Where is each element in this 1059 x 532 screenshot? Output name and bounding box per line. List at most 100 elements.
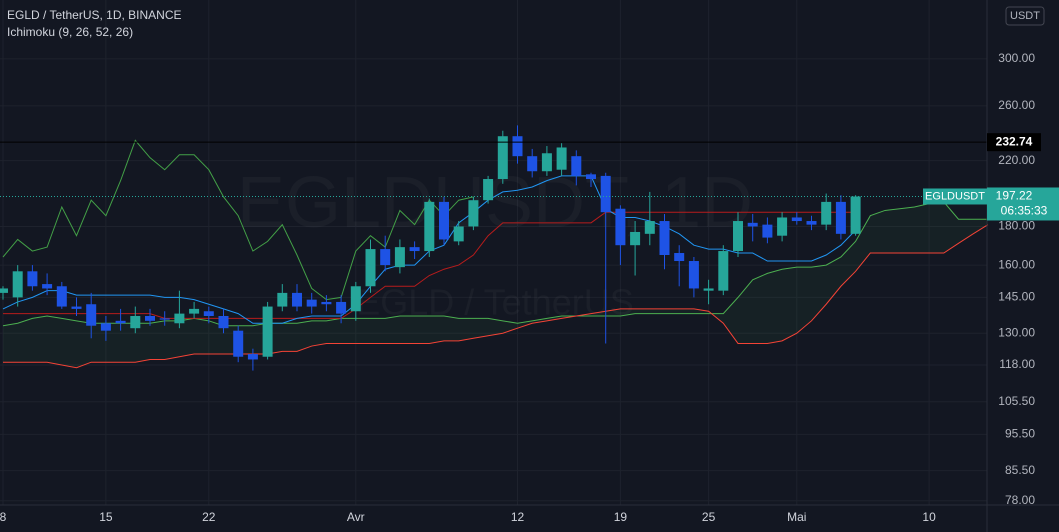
candle-body (115, 320, 126, 324)
ichimoku-lagging (2, 139, 474, 301)
candle-body (247, 354, 258, 360)
candle-body (762, 224, 773, 238)
x-tick-label: 25 (702, 510, 716, 524)
x-tick-label: Avr (347, 510, 365, 524)
candle-body (218, 316, 229, 329)
y-tick-label: 180.00 (998, 219, 1035, 233)
candle-body (556, 147, 567, 170)
candle-body (365, 249, 376, 287)
candle-body (453, 226, 464, 242)
last-price-label: 197.22 (996, 189, 1033, 203)
candle-body (468, 200, 479, 227)
candle-body (233, 330, 244, 357)
candle-body (630, 231, 641, 246)
candle-body (718, 251, 729, 291)
last-price-box (987, 187, 1059, 221)
candle-body (409, 247, 420, 252)
candle-body (644, 221, 655, 234)
candle-body (203, 311, 214, 317)
watermark: EGLDUSDT, 1D (237, 163, 753, 243)
candle-body (791, 217, 802, 222)
axis-labels: 300.00 260.00 220.00 180.00 160.00 145.00 130.… (0, 51, 1059, 524)
candle-body (321, 301, 332, 305)
y-tick-label: 95.50 (1005, 427, 1035, 441)
x-tick-label: 19 (614, 510, 628, 524)
candle-body (394, 247, 405, 268)
candle-body (777, 217, 788, 236)
y-tick-label: 118.00 (999, 357, 1035, 371)
candle-body (159, 318, 170, 320)
ichimoku-span-b (3, 224, 989, 369)
candle-body (586, 174, 596, 180)
candle-body (12, 271, 23, 298)
symbol-box (923, 188, 987, 205)
candle-body (42, 284, 53, 289)
candle-body (56, 286, 67, 307)
candle-body (130, 316, 141, 329)
indicator-label: Ichimoku (9, 26, 52, 26) (7, 25, 133, 39)
candle-body (688, 261, 699, 289)
y-tick-label: 105.50 (998, 394, 1035, 408)
candle-body (145, 316, 155, 321)
currency-label[interactable]: USDT (1010, 10, 1040, 22)
currency-button[interactable] (1005, 6, 1045, 26)
candle-body (71, 306, 82, 309)
x-tick-label: 15 (99, 510, 113, 524)
candle-body (747, 222, 758, 227)
x-tick-label: Mai (787, 510, 806, 524)
candle-body (292, 292, 302, 307)
x-tick-label: 10 (922, 510, 936, 524)
y-tick-label: 220.00 (998, 153, 1035, 167)
candle-body (336, 301, 347, 314)
candle-body (189, 308, 200, 314)
candle-body (350, 286, 361, 312)
x-tick-label: 8 (0, 510, 7, 524)
candle-body (541, 153, 552, 172)
candle-body (659, 221, 670, 255)
candle-body (306, 299, 317, 307)
y-tick-label: 160.00 (998, 257, 1035, 271)
candle-body (424, 201, 435, 252)
candle-body (835, 201, 846, 234)
candle-body (483, 179, 494, 201)
y-tick-label: 260.00 (998, 98, 1035, 112)
y-tick-label: 300.00 (998, 51, 1035, 65)
y-tick-label: 145.00 (998, 290, 1035, 304)
symbol-label: EGLDUSDT (925, 190, 985, 202)
ichimoku-span-a (2, 201, 988, 327)
y-tick-label: 130.00 (998, 325, 1035, 339)
candle-body (174, 313, 185, 324)
candle-body (262, 306, 273, 357)
hline-label: 232.74 (996, 134, 1033, 148)
candle-body (277, 292, 288, 307)
candle-body (100, 323, 111, 331)
candle-body (615, 208, 626, 246)
candle-body (512, 136, 523, 157)
cloud (3, 201, 988, 368)
candle-body (806, 221, 817, 225)
y-tick-label: 78.00 (1005, 493, 1035, 507)
countdown: 06:35:33 (1001, 204, 1048, 218)
candle-body (380, 249, 391, 266)
candle-body (439, 201, 449, 240)
candle-body (674, 253, 685, 262)
candle-body (571, 156, 582, 176)
chart-title: EGLD / TetherUS, 1D, BINANCE (7, 8, 182, 22)
y-tick-label: 85.50 (1005, 463, 1035, 477)
candle-body (497, 136, 508, 180)
candle-body (27, 271, 38, 287)
plot (0, 125, 989, 371)
candle-body (86, 304, 97, 326)
candle-body (733, 221, 743, 252)
x-tick-label: 22 (202, 510, 216, 524)
candle-body (600, 175, 611, 213)
hline-label-box (987, 133, 1041, 152)
x-tick-label: 12 (511, 510, 525, 524)
candle-body (821, 201, 832, 225)
ichimoku-base (3, 211, 856, 319)
candle-body (0, 288, 8, 293)
candle-body (850, 196, 861, 234)
